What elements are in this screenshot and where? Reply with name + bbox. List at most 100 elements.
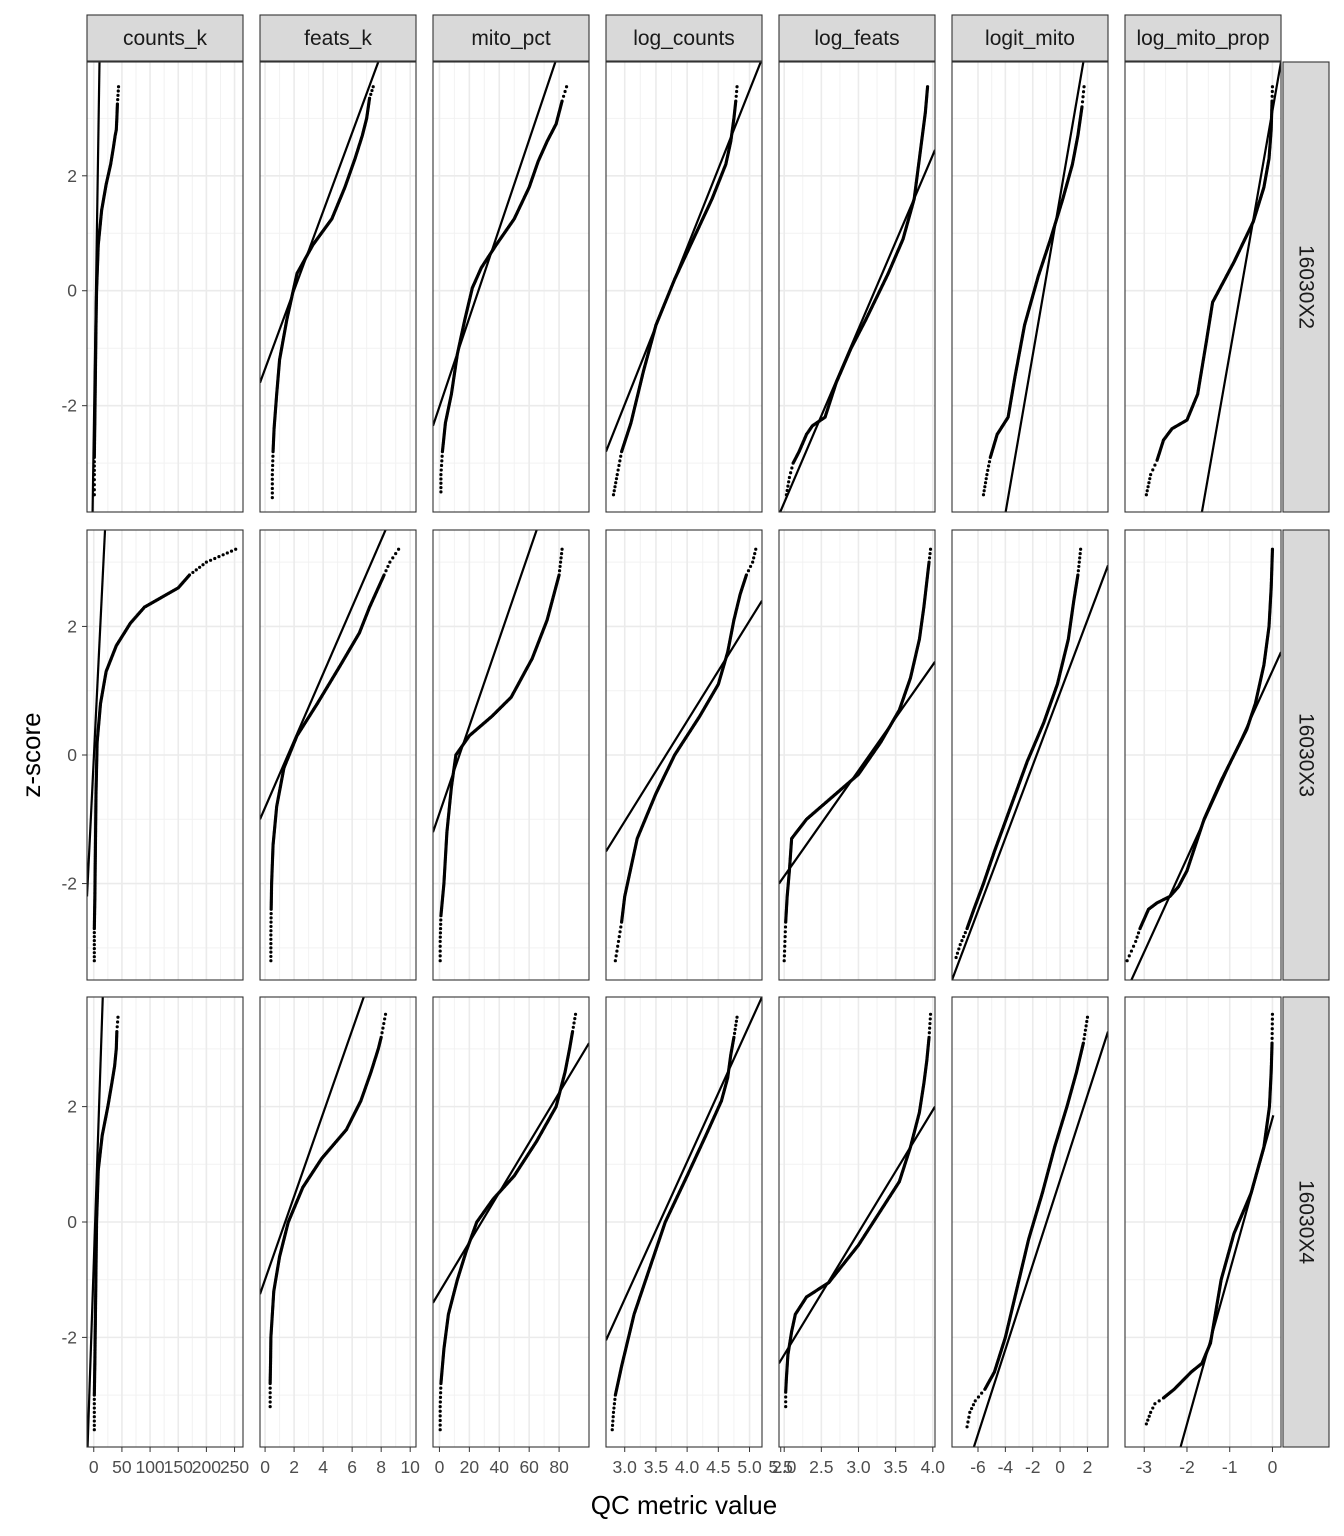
y-tick-label: 0 <box>67 745 77 765</box>
qq-point <box>748 564 753 569</box>
qq-point <box>558 560 563 564</box>
qq-point <box>614 954 618 958</box>
qq-point <box>439 918 443 922</box>
y-tick-label: 2 <box>67 1097 77 1117</box>
panel-plot-area <box>433 62 569 494</box>
qq-point <box>198 565 202 569</box>
qq-point <box>92 951 96 955</box>
qq-point <box>439 468 443 472</box>
qq-point <box>391 556 395 560</box>
qq-point <box>201 563 205 567</box>
qq-point <box>744 573 749 577</box>
qq-point <box>1135 935 1139 939</box>
x-tick-label: 10 <box>400 1457 420 1477</box>
qq-point <box>92 947 96 951</box>
panel-16030X3-feats_k <box>259 529 417 981</box>
qq-point <box>558 564 562 569</box>
qq-point <box>986 468 990 472</box>
qq-point <box>92 1415 96 1419</box>
qq-point <box>785 488 789 493</box>
facet-strip-label: feats_k <box>304 27 372 50</box>
panel-16030X2-feats_k <box>259 61 417 513</box>
qq-point <box>985 473 989 477</box>
x-tick-label: 250 <box>220 1457 249 1477</box>
y-tick-label: 2 <box>67 616 77 636</box>
panel-plot-area <box>981 62 1086 512</box>
x-tick-label: 150 <box>164 1457 193 1477</box>
qq-point <box>1082 85 1086 89</box>
qq-point <box>618 930 622 934</box>
facet-strip-label: 16030X4 <box>1295 1180 1318 1264</box>
panel-border <box>778 529 936 981</box>
x-tick-label: 100 <box>135 1457 164 1477</box>
qq-point <box>438 959 442 963</box>
qq-point <box>787 475 792 480</box>
x-tick-label: 2 <box>1083 1457 1093 1477</box>
x-tick-label: 4.5 <box>706 1457 730 1477</box>
panel-border <box>86 996 244 1448</box>
x-tick-label: 2.0 <box>772 1457 797 1477</box>
x-tick-label: 8 <box>376 1457 386 1477</box>
qq-point <box>987 460 992 464</box>
qq-point <box>752 556 756 560</box>
facet-strip-label: log_mito_prop <box>1136 27 1269 50</box>
panel-plot-area <box>1125 547 1281 980</box>
x-tick-label: 60 <box>519 1457 539 1477</box>
qq-point <box>440 459 444 463</box>
panel-16030X2-log_feats <box>778 61 936 513</box>
qq-point <box>1079 547 1083 551</box>
qq-point <box>735 89 739 94</box>
facet-strip-label: 16030X2 <box>1295 245 1318 329</box>
qq-point <box>269 946 273 950</box>
x-tick-label: 80 <box>549 1457 569 1477</box>
panel-border <box>432 529 590 981</box>
qq-point <box>1270 99 1274 103</box>
panel-16030X3-counts_k <box>86 529 244 981</box>
qq-point <box>438 926 443 931</box>
qq-point <box>612 489 616 493</box>
facet-strip-logit_mito <box>951 14 1109 62</box>
qq-point <box>927 560 931 564</box>
qq-point <box>789 471 793 475</box>
qq-point <box>92 959 96 963</box>
qq-reference-line <box>779 661 935 885</box>
qq-point <box>983 481 988 485</box>
x-tick-label: 3.5 <box>644 1457 668 1477</box>
qq-point <box>783 930 787 934</box>
qq-point <box>269 916 273 920</box>
x-tick-label: 200 <box>192 1457 221 1477</box>
x-tick-label: 4.0 <box>675 1457 700 1477</box>
x-tick-label: 0 <box>1268 1457 1278 1477</box>
qq-point <box>438 931 443 935</box>
facet-strip-16030X3 <box>1282 529 1330 981</box>
qq-point <box>194 568 198 572</box>
qq-point <box>371 85 375 89</box>
qq-point <box>268 1391 272 1395</box>
qq-point <box>386 564 390 569</box>
qq-point <box>928 551 932 556</box>
qq-point <box>1147 481 1151 485</box>
qq-point <box>270 468 275 472</box>
panel-plot-area <box>1144 62 1281 512</box>
x-tick-label: -3 <box>1136 1457 1152 1477</box>
qq-point <box>367 96 372 100</box>
qq-point <box>1270 89 1274 94</box>
qq-point <box>735 85 739 89</box>
qq-point <box>269 959 273 963</box>
panel-plot-area <box>260 62 380 500</box>
qq-point <box>92 493 96 497</box>
qq-point <box>92 1406 96 1410</box>
facet-strip-feats_k <box>259 14 417 62</box>
x-tick-label: 50 <box>112 1457 132 1477</box>
qq-point <box>92 935 96 939</box>
panel-plot-area <box>260 530 401 963</box>
qq-point <box>217 555 221 559</box>
qq-point <box>960 939 964 943</box>
qq-point <box>618 459 622 463</box>
x-tick-label: 5.5 <box>769 1457 793 1477</box>
panel-border <box>605 529 763 981</box>
panel-16030X4-feats_k <box>259 996 417 1448</box>
qq-reference-line <box>952 564 1108 980</box>
qq-point <box>559 551 564 556</box>
qq-point <box>611 493 616 497</box>
